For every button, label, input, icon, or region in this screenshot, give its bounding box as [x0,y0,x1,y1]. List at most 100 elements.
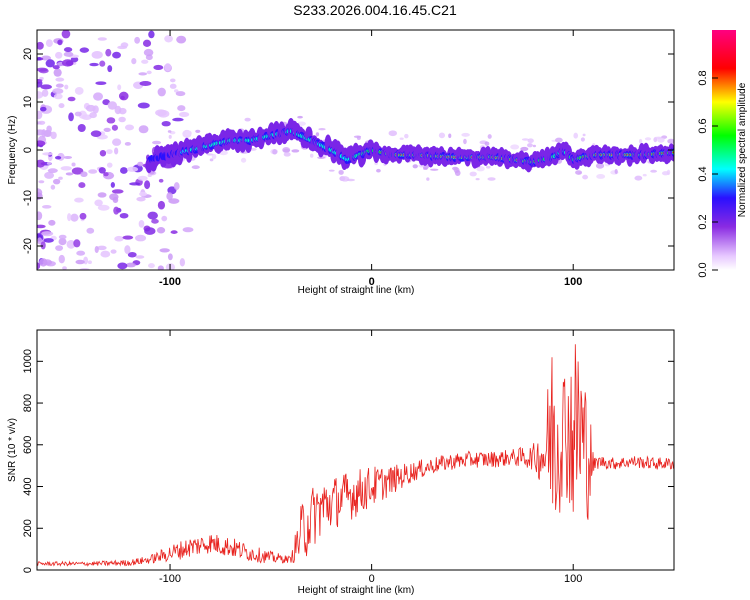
spectrogram-noise-blob [37,159,46,168]
spectrogram-noise-blob [45,59,55,68]
spectrogram-noise-blob [46,161,52,165]
spectrogram-noise-blob [41,129,47,138]
spectrogram-noise-blob [137,175,148,181]
spectrogram-noise-blob [87,260,92,265]
spectrogram-noise-blob [99,149,107,157]
spectrogram-y-tick-label: 10 [22,96,34,108]
spectrogram-noise-blob [138,191,148,197]
spectrogram-halo-blob [487,134,492,139]
spectrogram-noise-blob [63,51,74,57]
spectrogram-noise-blob [55,83,64,88]
spectrogram-y-tick-label: -20 [22,238,34,254]
spectrogram-halo-blob [614,169,618,174]
snr-y-tick-label: 800 [22,394,34,412]
colorbar-tick-label: 0.8 [697,70,709,85]
spectrogram-noise-blob [120,42,129,48]
spectrogram-noise-blob [103,127,111,132]
spectrogram-noise-blob [147,173,152,178]
spectrogram-noise-blob [38,180,45,184]
spectrogram-noise-blob [53,68,62,77]
spectrogram-noise-blob [174,89,179,93]
spectrogram-noise-blob [148,263,155,269]
spectrogram-noise-blob [137,102,150,109]
spectrogram-halo-blob [356,135,361,140]
spectrogram-noise-blob [106,162,113,168]
spectrogram-noise-blob [37,237,43,245]
spectrogram-noise-blob [94,199,103,207]
spectrogram-noise-blob [74,87,84,95]
spectrogram-halo-blob [527,143,533,148]
spectrogram-noise-blob [39,258,48,267]
spectrogram-halo-blob [644,137,652,141]
spectrogram-halo-blob [485,165,491,169]
spectrogram-halo-blob [423,167,428,170]
snr-x-tick-label: 100 [564,573,582,585]
spectrogram-noise-blob [161,215,168,222]
spectrogram-x-tick-label: -100 [159,276,181,288]
snr-y-tick-label: 400 [22,477,34,495]
spectrogram-noise-blob [106,117,116,124]
spectrogram-halo-blob [309,153,314,158]
spectrogram-noise-blob [37,110,43,120]
spectrogram-halo-blob [430,168,439,171]
spectrogram-noise-blob [176,35,187,44]
spectrogram-noise-blob [158,178,164,183]
spectrogram-noise-blob [179,258,186,267]
spectrogram-halo-blob [219,150,228,156]
chart-title: S233.2026.004.16.45.C21 [293,2,457,18]
spectrogram-halo-blob [661,171,670,176]
spectrogram-halo-blob [152,140,162,145]
snr-y-tick-label: 1000 [22,349,34,373]
spectrogram-noise-blob [161,121,171,127]
spectrogram-noise-blob [44,171,55,179]
spectrogram-noise-blob [110,181,115,188]
spectrogram-noise-blob [41,55,52,61]
spectrogram-noise-blob [53,93,63,100]
spectrogram-noise-blob [103,172,109,177]
spectrogram-noise-blob [63,47,73,53]
spectrogram-halo-blob [168,134,172,139]
spectrogram-noise-blob [71,167,84,175]
spectrogram-halo-blob [404,133,409,139]
snr-y-tick-label: 200 [22,519,34,537]
spectrogram-noise-blob [91,50,103,59]
spectrogram-noise-blob [98,167,106,174]
spectrogram-noise-blob [151,218,159,224]
spectrogram-noise-blob [124,245,131,255]
spectrogram-noise-blob [52,178,61,185]
spectrogram-noise-blob [119,212,129,219]
spectrogram-halo-blob [209,158,214,162]
spectrogram-noise-blob [112,138,122,146]
colorbar-tick-label: 0.0 [697,262,709,277]
spectrogram-noise-blob [37,56,42,61]
spectrogram-noise-blob [67,96,76,102]
spectrogram-halo-blob [328,169,335,172]
spectrogram-noise-blob [126,166,139,172]
spectrogram-noise-blob [42,204,52,209]
spectrogram-halo-blob [346,178,355,182]
spectrogram-noise-blob [112,51,121,59]
spectrogram-noise-blob [106,149,113,155]
spectrogram-noise-blob [74,111,82,117]
spectrogram-halo-blob [283,152,291,157]
spectrogram-noise-blob [40,84,52,90]
spectrogram-noise-blob [164,63,172,72]
spectrogram-halo-blob [595,163,605,169]
spectrogram-noise-blob [138,220,145,228]
spectrogram-noise-blob [55,245,64,251]
spectrogram-noise-blob [167,186,177,195]
spectrogram-halo-blob [244,117,251,122]
snr-y-tick-label: 600 [22,436,34,454]
spectrogram-noise-blob [64,84,69,90]
spectrogram-halo-blob [642,173,647,177]
spectrogram-noise-blob [153,64,164,71]
spectrogram-noise-blob [141,59,149,64]
spectrogram-noise-blob [37,41,44,50]
spectrogram-halo-blob [510,144,520,150]
spectrogram-noise-blob [118,116,126,123]
spectrogram-noise-blob [79,212,87,220]
spectrogram-noise-blob [135,234,147,242]
spectrogram-noise-blob [40,241,46,250]
